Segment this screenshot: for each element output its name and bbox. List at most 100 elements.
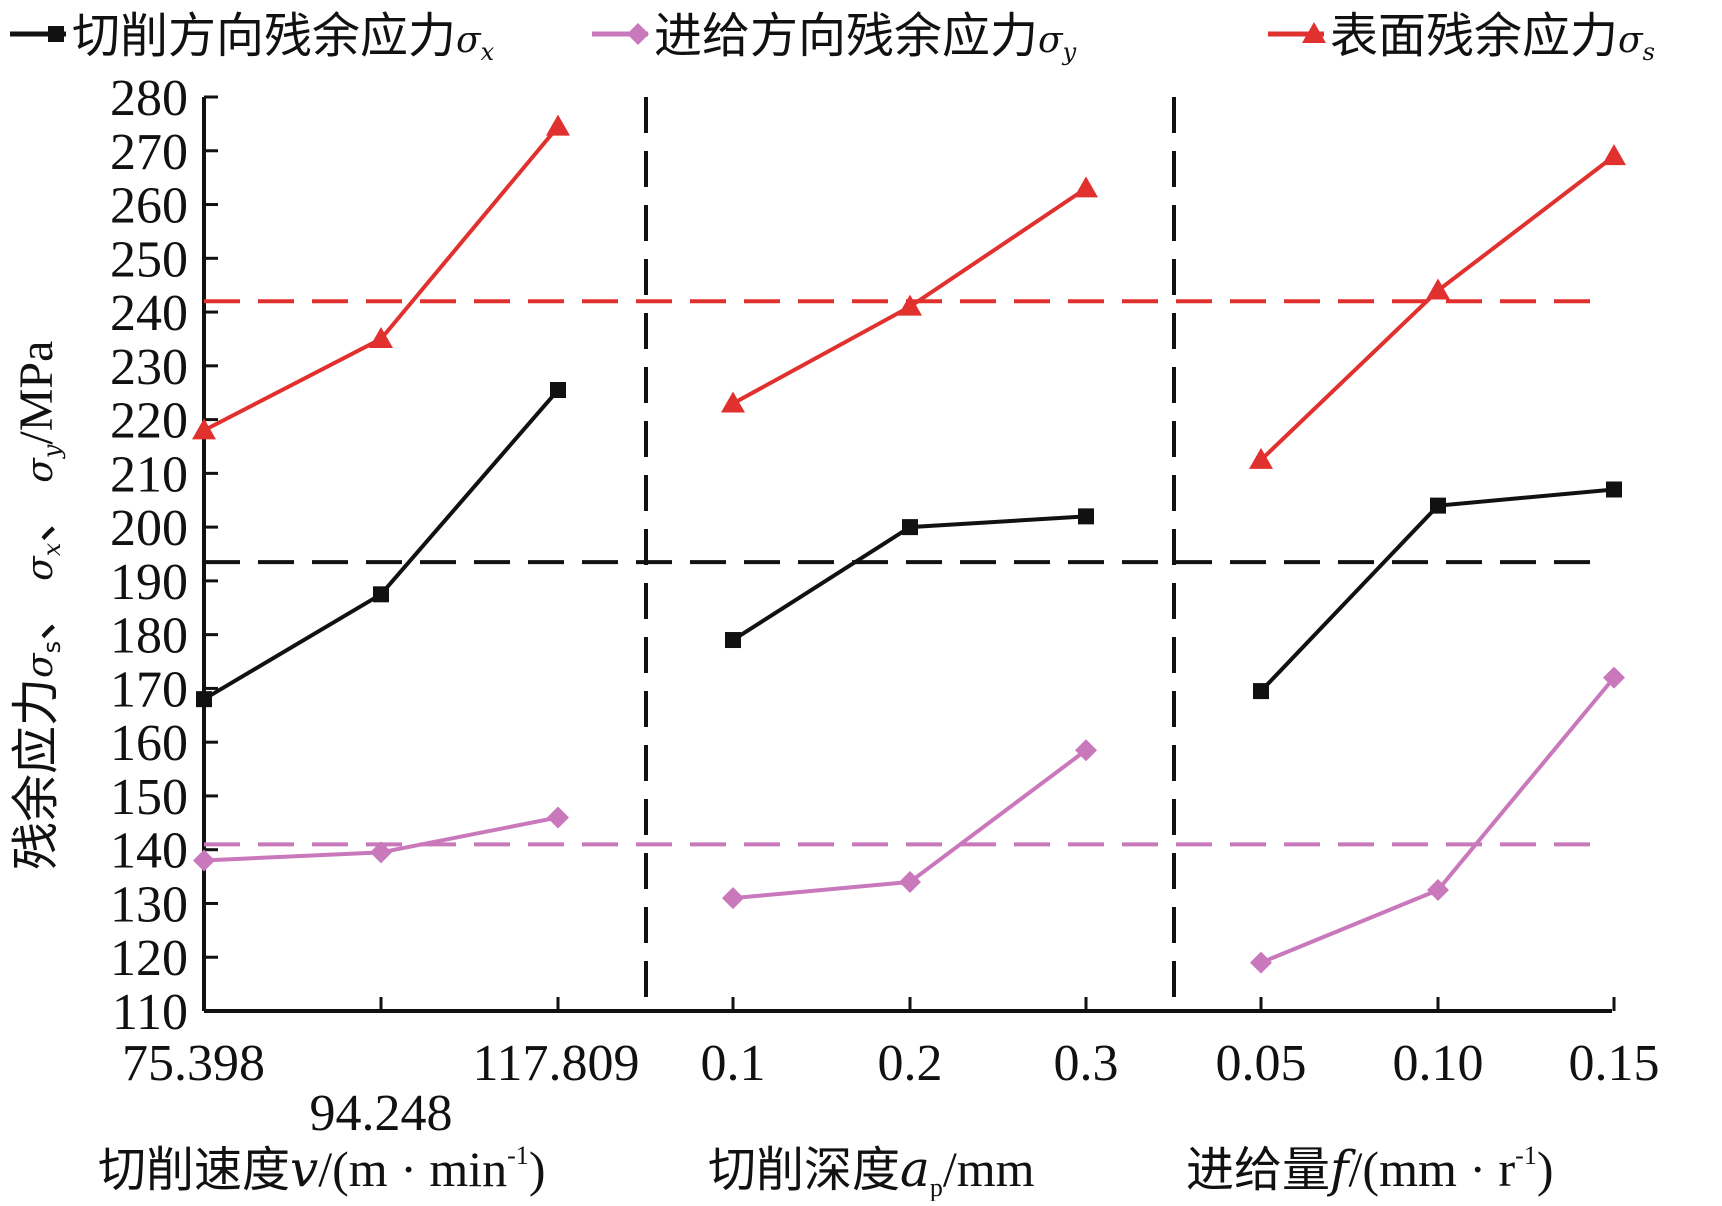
y-axis-label-separator: 、 <box>8 495 64 543</box>
x-group-label-unit-close: ) <box>1537 1141 1554 1197</box>
y-tick-label: 150 <box>110 769 188 826</box>
x-group-label-unit: /(m · min <box>318 1141 507 1197</box>
x-tick-label: 0.2 <box>878 1035 943 1092</box>
legend-label-text: 进给方向残余应力 <box>654 8 1038 64</box>
data-point-sigma-x <box>1078 508 1094 525</box>
y-tick-label: 110 <box>112 984 188 1041</box>
x-group-label-text: 进给量 <box>1186 1142 1330 1198</box>
data-point-sigma-y <box>1603 666 1625 689</box>
x-tick-label: 75.398 <box>122 1035 265 1092</box>
y-tick-label: 140 <box>110 823 188 880</box>
x-group-label-unit: /mm <box>943 1141 1035 1197</box>
data-point-sigma-y <box>1250 951 1272 974</box>
legend-sigma: σ <box>1618 20 1644 61</box>
data-point-sigma-y <box>1427 879 1449 902</box>
y-tick-label: 210 <box>110 446 188 503</box>
data-point-sigma-y <box>370 841 392 864</box>
legend-label-text: 切削方向残余应力 <box>72 8 456 64</box>
y-axis-label: 残余应力σs、σx、σy/MPa <box>8 341 66 870</box>
data-point-sigma-s <box>1074 176 1098 198</box>
x-group-label-exponent: -1 <box>1515 1141 1537 1170</box>
y-tick-label: 240 <box>110 285 188 342</box>
series-line-sigma-s <box>203 125 560 433</box>
x-group-label: 进给量f/(mm · r-1) <box>1186 1140 1554 1198</box>
y-tick-label: 160 <box>110 715 188 772</box>
legend-marker <box>48 26 64 42</box>
x-tick-label: 0.05 <box>1216 1035 1307 1092</box>
y-axis-label-sigma: σ <box>20 457 61 483</box>
legend-subscript: x <box>481 38 495 66</box>
legend-sigma: σ <box>1038 20 1064 61</box>
data-point-sigma-y <box>193 849 215 872</box>
legend-subscript: y <box>1062 38 1077 66</box>
y-axis-label-subscript: x <box>38 542 66 556</box>
data-point-sigma-s <box>369 326 393 348</box>
data-point-sigma-y <box>722 887 744 910</box>
x-group-label-text: 切削速度 <box>98 1142 290 1198</box>
y-tick-label: 200 <box>110 500 188 557</box>
legend-label-text: 表面残余应力 <box>1330 8 1618 64</box>
legend-sigma: σ <box>456 20 482 61</box>
series-line-sigma-x <box>202 388 560 701</box>
y-tick-label: 130 <box>110 876 188 933</box>
data-point-sigma-s <box>1426 278 1450 300</box>
x-group-label-exponent: -1 <box>507 1141 529 1170</box>
data-point-sigma-x <box>1430 497 1446 514</box>
x-tick-label: 117.809 <box>472 1035 639 1092</box>
x-group-label: 切削速度v/(m · min-1) <box>98 1140 545 1198</box>
data-point-sigma-y <box>899 870 921 893</box>
y-tick-label: 220 <box>110 393 188 450</box>
series-line-sigma-s <box>1259 154 1616 462</box>
legend-marker <box>627 23 649 45</box>
x-tick-label: 0.1 <box>701 1035 766 1092</box>
x-tick-label: 0.10 <box>1393 1035 1484 1092</box>
legend-label: 切削方向残余应力σx <box>72 8 495 66</box>
y-tick-label: 280 <box>110 70 188 127</box>
x-group-label-unit: /(mm · r <box>1349 1141 1516 1197</box>
x-group-label-text: 切削深度 <box>708 1142 900 1198</box>
legend-subscript: s <box>1643 38 1655 66</box>
data-point-sigma-y <box>1075 739 1097 762</box>
data-point-sigma-x <box>373 586 389 603</box>
x-group-label-variable: a <box>900 1140 930 1198</box>
legend-label: 表面残余应力σs <box>1330 8 1655 66</box>
legend-marker <box>1302 22 1326 43</box>
x-tick-label: 0.3 <box>1054 1035 1119 1092</box>
series-line-sigma-x <box>1259 487 1615 693</box>
y-tick-label: 270 <box>110 124 188 181</box>
data-point-sigma-s <box>898 294 922 316</box>
legend-label: 进给方向残余应力σy <box>654 8 1077 66</box>
x-group-label-unit-close: ) <box>529 1141 546 1197</box>
data-point-sigma-s <box>1249 447 1273 469</box>
data-point-sigma-x <box>1606 481 1622 498</box>
data-point-sigma-s <box>1602 144 1626 166</box>
x-tick-label: 0.15 <box>1569 1035 1660 1092</box>
x-group-label-variable: v <box>290 1140 318 1198</box>
data-point-sigma-x <box>550 382 566 399</box>
x-group-label: 切削深度ap/mm <box>708 1140 1035 1201</box>
y-axis-label-separator: 、 <box>8 593 64 641</box>
data-point-sigma-s <box>721 391 745 413</box>
data-point-sigma-s <box>546 114 570 136</box>
data-point-sigma-x <box>196 691 212 708</box>
data-point-sigma-x <box>725 632 741 649</box>
y-axis-label-sigma: σ <box>20 652 61 678</box>
data-point-sigma-x <box>1253 683 1269 700</box>
y-tick-label: 230 <box>110 339 188 396</box>
y-axis-label-subscript: y <box>38 444 66 459</box>
y-tick-label: 250 <box>110 231 188 288</box>
y-tick-label: 260 <box>110 178 188 235</box>
series-line-sigma-y <box>1260 676 1616 965</box>
x-tick-label: 94.248 <box>310 1085 453 1142</box>
data-point-sigma-s <box>192 418 216 440</box>
y-axis-label-sigma: σ <box>20 555 61 581</box>
y-axis-label-subscript: s <box>38 641 66 654</box>
x-group-label-subscript: p <box>930 1173 943 1201</box>
y-tick-label: 190 <box>110 554 188 611</box>
y-tick-label: 120 <box>110 930 188 987</box>
y-tick-label: 180 <box>110 608 188 665</box>
data-point-sigma-x <box>902 519 918 536</box>
y-tick-label: 170 <box>110 661 188 718</box>
